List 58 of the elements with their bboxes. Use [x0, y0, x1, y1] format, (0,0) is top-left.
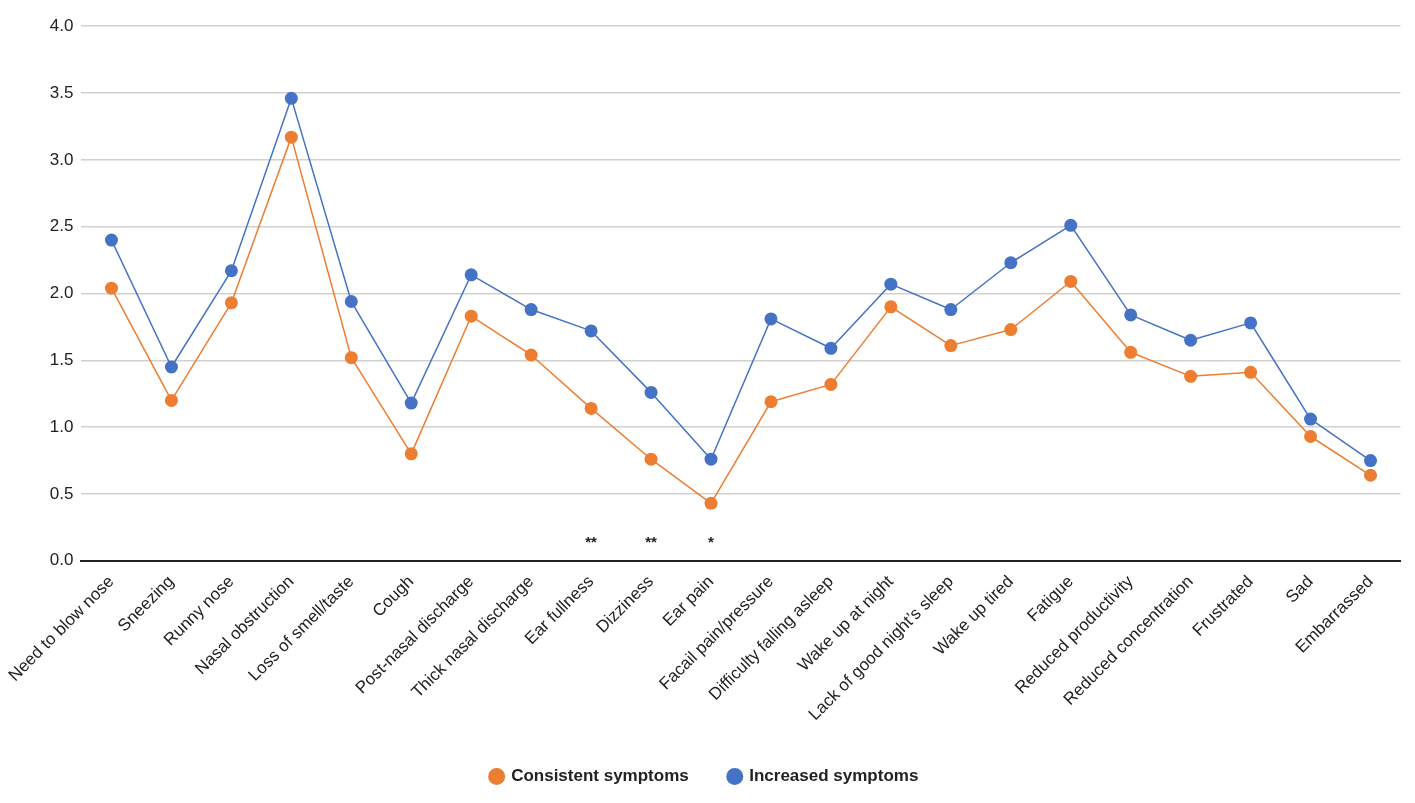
point: [944, 303, 958, 317]
y-tick-label: 3.5: [49, 82, 74, 102]
point: [884, 300, 898, 314]
y-tick-label: 1.0: [49, 416, 74, 436]
legend-label: Consistent symptoms: [511, 766, 689, 786]
point: [1304, 430, 1318, 443]
y-tick-label: 2.5: [49, 216, 74, 236]
point: [1364, 468, 1378, 482]
point: [344, 351, 358, 365]
point: [404, 396, 418, 410]
point: [584, 324, 598, 338]
point: [824, 377, 838, 391]
point: [584, 401, 598, 415]
point: [344, 295, 358, 309]
point: [404, 447, 418, 461]
point: [824, 341, 838, 355]
point: [1124, 308, 1138, 322]
annotation: **: [645, 532, 658, 550]
point: [284, 91, 298, 105]
point: [764, 395, 778, 409]
point: [224, 296, 238, 310]
point: [764, 312, 778, 326]
point: [1304, 412, 1318, 426]
point: [884, 277, 898, 291]
point: [944, 339, 958, 353]
point: [1184, 333, 1198, 347]
y-tick-label: 1.5: [49, 350, 74, 370]
point: [224, 264, 238, 278]
point: [464, 268, 478, 282]
y-tick-label: 4.0: [49, 15, 74, 35]
point: [164, 360, 178, 374]
point: [1064, 218, 1078, 232]
point: [1364, 454, 1378, 468]
legend-label: Increased symptoms: [749, 766, 919, 786]
annotation: **: [585, 532, 598, 550]
y-tick-label: 2.0: [49, 283, 74, 303]
point: [644, 385, 658, 399]
y-tick-label: 0.5: [49, 483, 74, 503]
annotation: *: [708, 532, 715, 550]
point: [464, 309, 478, 323]
point: [1004, 323, 1018, 337]
point: [1064, 274, 1078, 288]
point: [1124, 345, 1138, 359]
point: [104, 233, 118, 247]
point: [1244, 316, 1258, 330]
point: [1244, 365, 1258, 379]
point: [644, 452, 658, 466]
y-tick-label: 3.0: [49, 149, 74, 169]
y-tick-label: 0.0: [49, 550, 74, 570]
point: [164, 393, 178, 407]
point: [524, 303, 538, 317]
point: [704, 496, 718, 510]
point: [1004, 256, 1018, 270]
point: [704, 452, 718, 466]
point: [1184, 369, 1198, 383]
point: [104, 281, 118, 295]
point: [284, 130, 298, 144]
point: [524, 348, 538, 362]
